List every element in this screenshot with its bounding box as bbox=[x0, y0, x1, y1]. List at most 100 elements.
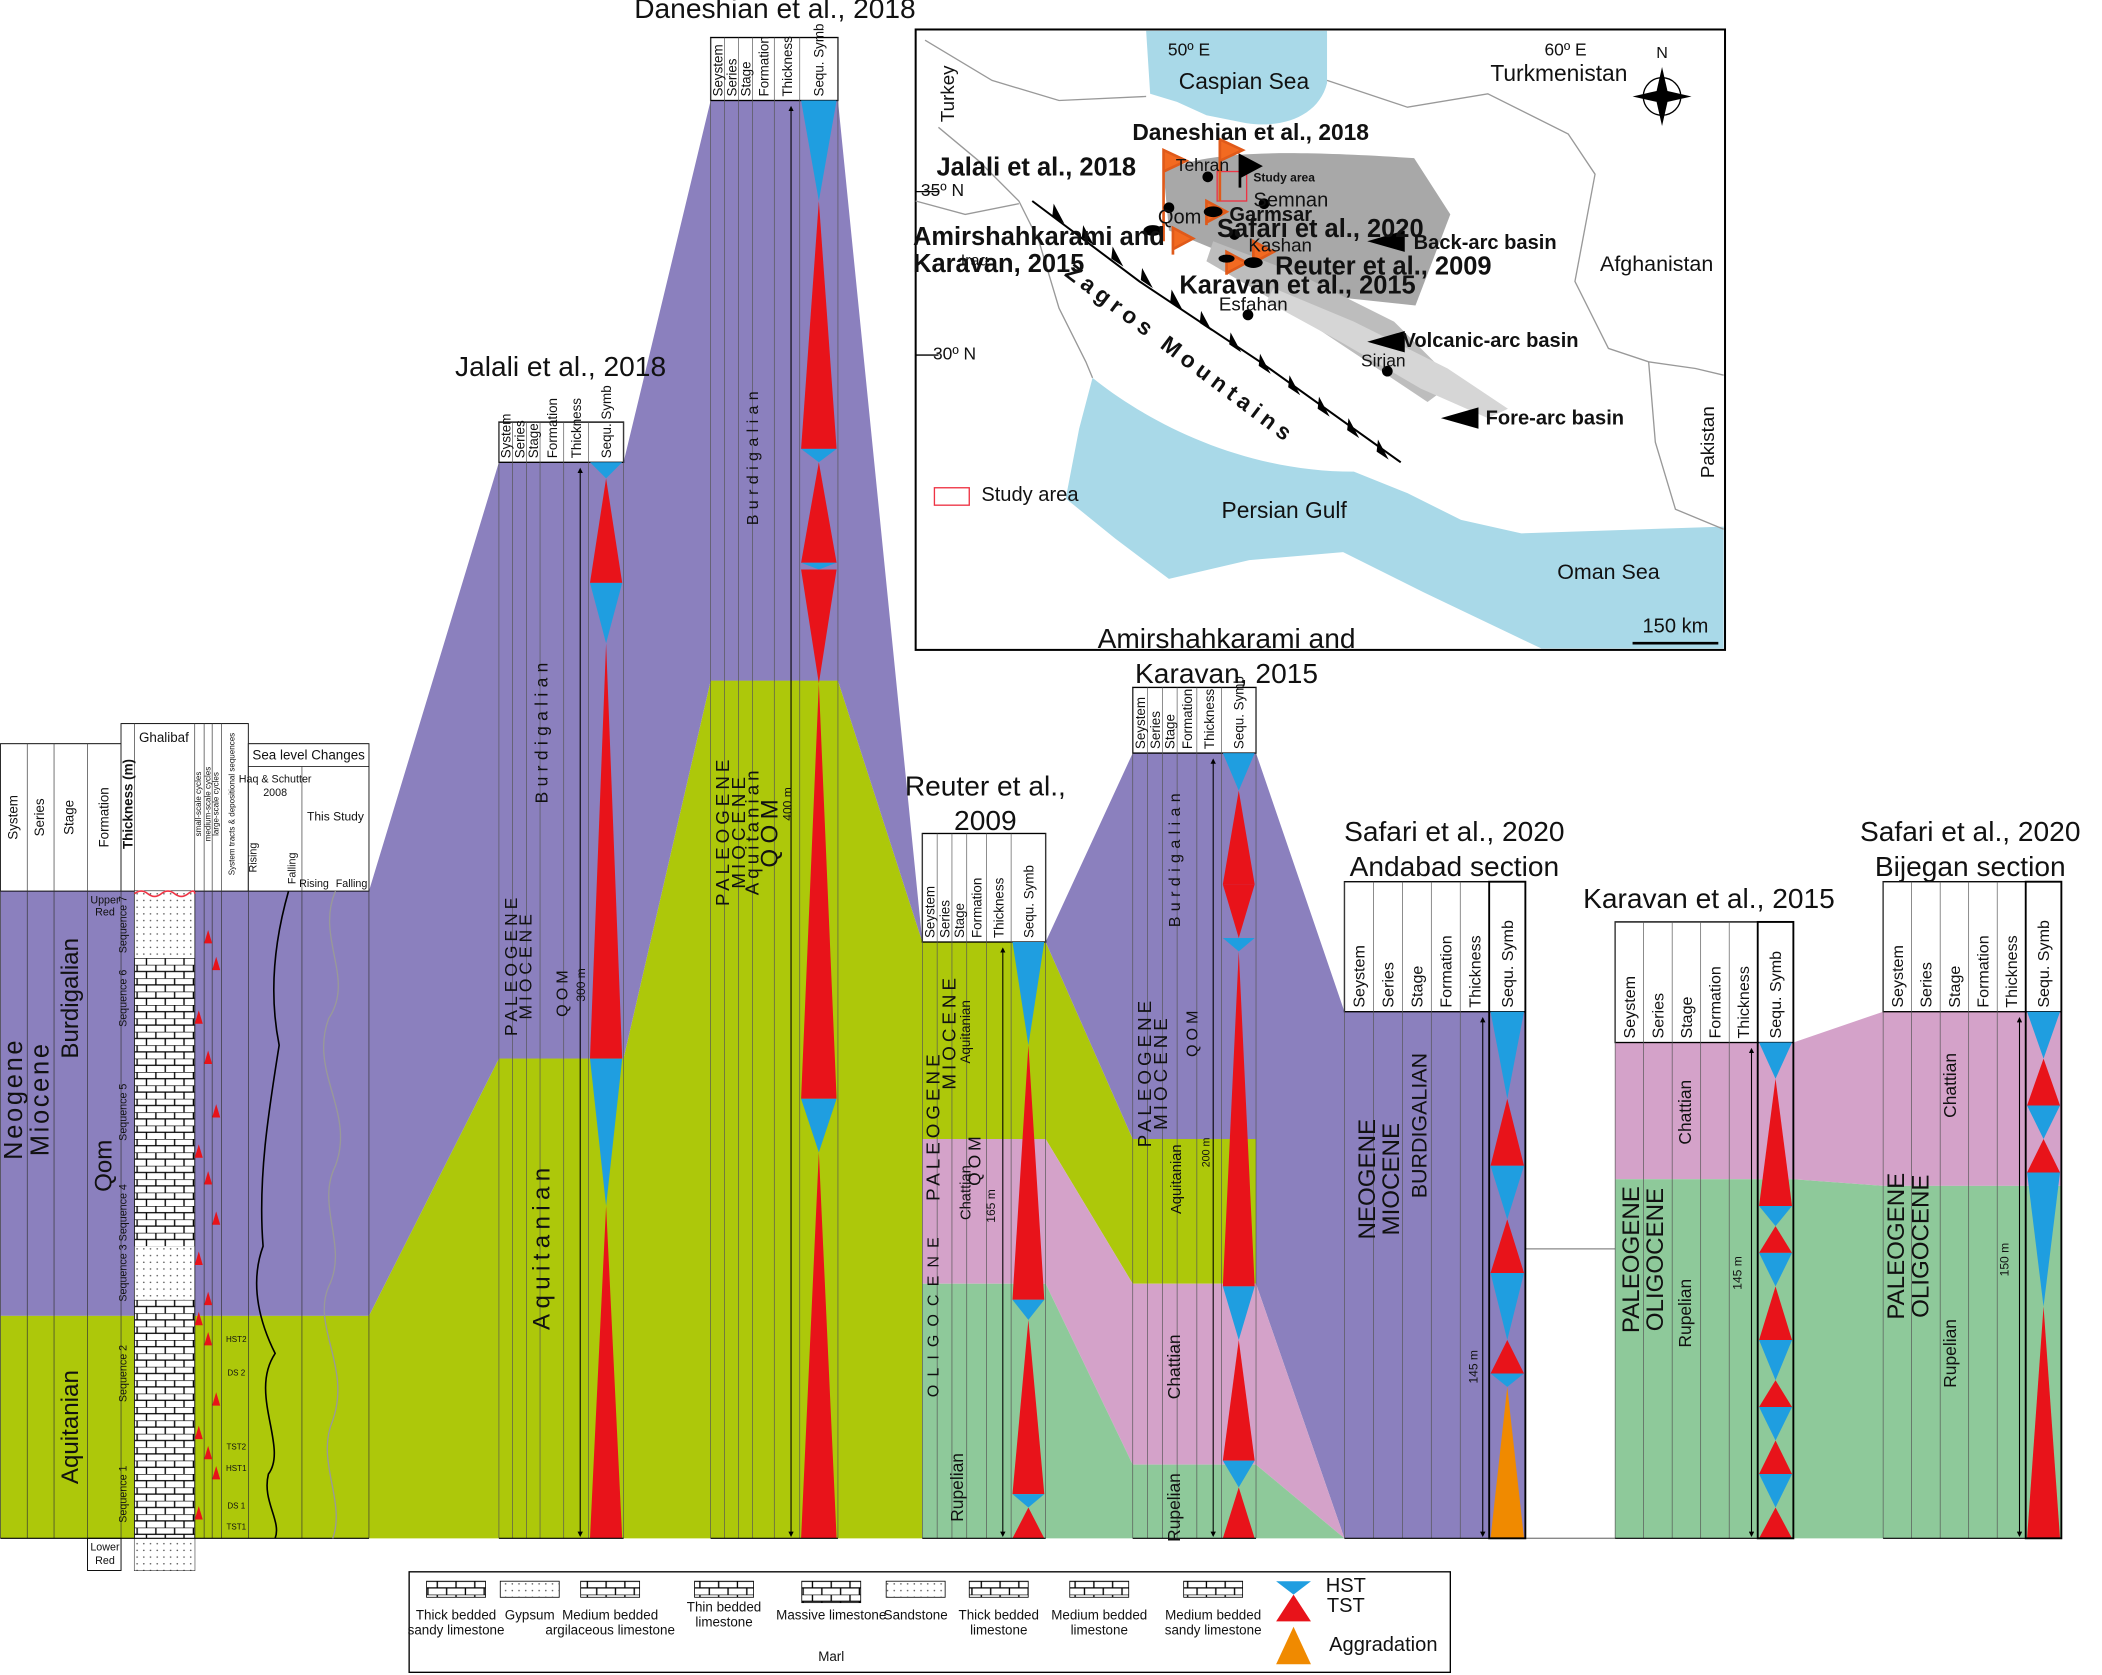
sea-level-curve bbox=[323, 890, 342, 1539]
section-column: Seystem Series Stage Formation Thickness Sequ… bbox=[1583, 883, 1835, 1540]
cycle-symbol bbox=[194, 1144, 203, 1158]
study-area-key bbox=[933, 487, 970, 506]
top-contact bbox=[133, 890, 196, 898]
tract-label: TST2 bbox=[226, 1442, 246, 1451]
column-header: Sequ. Symb bbox=[812, 24, 827, 97]
compass bbox=[1632, 67, 1692, 126]
thrust-tooth bbox=[1170, 289, 1183, 310]
column-header: Seystem bbox=[1889, 945, 1907, 1008]
section-title: 2009 bbox=[954, 805, 1017, 836]
cities bbox=[1143, 171, 1393, 377]
cycle-symbol bbox=[212, 1465, 221, 1480]
column-header: Formation bbox=[545, 398, 560, 458]
map-label: Afghanistan bbox=[1600, 252, 1713, 276]
sequence-symbol bbox=[1490, 1165, 1525, 1220]
map-label: 50º E bbox=[1168, 40, 1210, 60]
map-label: 35º N bbox=[921, 180, 964, 200]
legend-label: Thick bedded bbox=[959, 1608, 1039, 1623]
sequence-symbol bbox=[1490, 1011, 1525, 1099]
legend-label: sandy limestone bbox=[408, 1622, 505, 1637]
system-label: Neogene bbox=[0, 1038, 28, 1160]
section-label: PALEOGENE bbox=[1618, 1186, 1645, 1333]
sequence-symbol bbox=[2027, 1139, 2061, 1173]
column-header: System tracts & depositional sequences bbox=[227, 733, 236, 875]
section-label: 300 m bbox=[574, 968, 588, 1001]
sequence-symbol bbox=[1222, 753, 1255, 791]
section-title: Safari et al., 2020 bbox=[1344, 816, 1564, 847]
sequence-symbol bbox=[801, 562, 837, 570]
thrust-tooth bbox=[1199, 310, 1212, 331]
sequence-label: Sequence 5 bbox=[118, 1084, 130, 1141]
sequence-symbol bbox=[1759, 1507, 1793, 1539]
formation-label: Red bbox=[95, 1555, 115, 1567]
sequence-symbol bbox=[1490, 1273, 1525, 1340]
section-label: OLIGOCENE bbox=[1907, 1175, 1934, 1318]
column-header: Stage bbox=[1678, 996, 1696, 1038]
lithology-column bbox=[134, 1538, 195, 1571]
section-label: PALEOGENE bbox=[501, 894, 521, 1036]
light-green-band bbox=[1793, 1179, 1884, 1539]
map-label: Semnan bbox=[1253, 189, 1328, 211]
section-label: OLIGOCENE bbox=[1642, 1188, 1669, 1331]
section-label: Burdigalian bbox=[1166, 788, 1184, 927]
cycle-symbol bbox=[212, 1211, 221, 1225]
sequence-symbol bbox=[1012, 1507, 1045, 1539]
sequence-symbol bbox=[1759, 1206, 1793, 1227]
sequence-label: Sequence 1 bbox=[118, 1465, 130, 1522]
sequence-symbol bbox=[1759, 1078, 1793, 1206]
sequence-symbol bbox=[589, 643, 623, 1059]
section-label: MIOCENE bbox=[938, 974, 959, 1090]
section-label: QOM bbox=[1183, 1007, 1201, 1057]
legend-label: limestone bbox=[970, 1622, 1027, 1637]
section-label: 150 m bbox=[1997, 1243, 2011, 1276]
column-header: Sequ. Symb bbox=[1021, 865, 1036, 938]
sequence-symbol bbox=[1490, 1373, 1525, 1387]
legend-label: Medium bedded bbox=[562, 1608, 658, 1623]
legend-swatch bbox=[801, 1580, 862, 1604]
thrust-tooth bbox=[1347, 418, 1360, 439]
section-title: Bijegan section bbox=[1875, 851, 2066, 882]
map-label: Daneshian et al., 2018 bbox=[1132, 119, 1369, 145]
thrust-tooth bbox=[1052, 203, 1065, 224]
legend-symbol-label: HST bbox=[1326, 1575, 1366, 1597]
column-header: Thickness bbox=[992, 877, 1007, 938]
map-label: Karavan, 2015 bbox=[913, 250, 1084, 278]
map-label: Garmsar bbox=[1229, 204, 1312, 226]
column-header: Formation bbox=[1437, 935, 1455, 1007]
column-header: Formation bbox=[969, 878, 984, 938]
sequence-symbol bbox=[801, 683, 837, 1099]
section-label: Burdigalian bbox=[532, 657, 552, 803]
sea-level-header: 2008 bbox=[263, 787, 287, 799]
formation-label: Lower bbox=[90, 1542, 120, 1554]
column-header: Series bbox=[725, 58, 740, 96]
legend-tst bbox=[1276, 1594, 1311, 1622]
green-band bbox=[1045, 942, 1133, 1284]
cycle-symbol bbox=[204, 1171, 213, 1185]
column-header: Seystem bbox=[1351, 945, 1369, 1008]
column-header: Formation bbox=[97, 787, 112, 847]
map-label: N bbox=[1656, 44, 1668, 62]
section-label: QOM bbox=[756, 794, 783, 868]
section-label: Aquitanian bbox=[1169, 1144, 1185, 1214]
column-header: Stage bbox=[1946, 966, 1964, 1008]
pink-band bbox=[1045, 1139, 1133, 1465]
sea-level-header: Rising bbox=[248, 843, 260, 873]
column-header: small-scale cycles bbox=[194, 772, 203, 837]
section-label: PALEOGENE bbox=[1134, 997, 1155, 1147]
stage-label: Burdigalian bbox=[57, 938, 84, 1059]
sequence-label: Sequence 2 bbox=[118, 1345, 130, 1402]
column-header: Thickness bbox=[1466, 935, 1484, 1007]
column-header: Sequ. Symb bbox=[1499, 920, 1517, 1008]
sequence-symbol bbox=[1759, 1226, 1793, 1253]
stage-label: Aquitanian bbox=[57, 1370, 84, 1484]
map-label: Oman Sea bbox=[1557, 560, 1660, 584]
map-label: Sirjan bbox=[1361, 350, 1406, 370]
section-title: Daneshian et al., 2018 bbox=[634, 0, 915, 24]
fore-arc-basin bbox=[1266, 288, 1508, 419]
section-label: QOM bbox=[965, 1132, 985, 1186]
column-header: Thickness bbox=[2003, 935, 2021, 1007]
sequence-symbol bbox=[1759, 1440, 1793, 1474]
sequence-symbol bbox=[1222, 938, 1255, 952]
